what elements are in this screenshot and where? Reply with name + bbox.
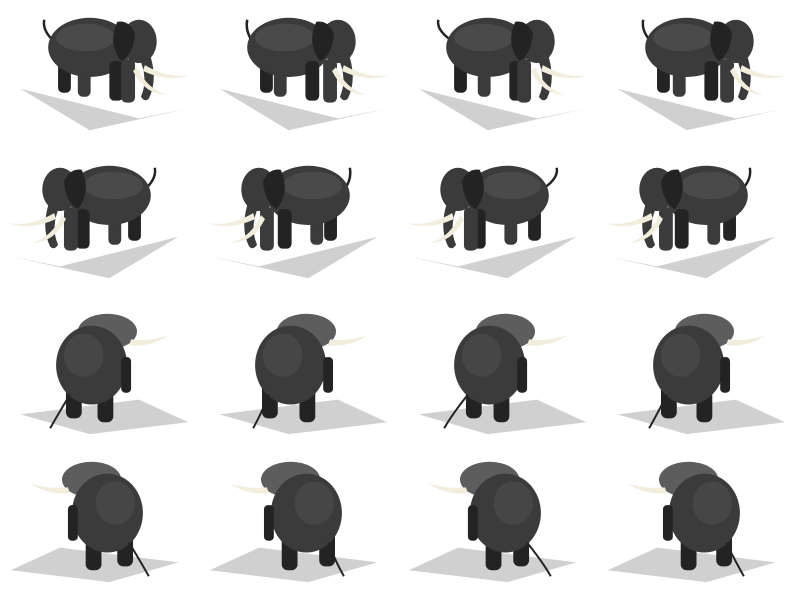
- elephant-sprite-row3-frame4: [617, 313, 786, 435]
- elephant-sprite-row4-frame3: [408, 461, 577, 583]
- elephant-sprite-row2-frame4: [605, 165, 776, 279]
- elephant-sprite-row4-frame4: [607, 461, 776, 583]
- elephant-sprite-row1-frame1: [20, 17, 191, 131]
- elephant-sprite-row2-frame2: [207, 165, 378, 279]
- elephant-sprite-row1-frame3: [418, 17, 589, 131]
- elephant-sprite-row1-frame4: [617, 17, 788, 131]
- elephant-sprite-row2-frame3: [406, 165, 577, 279]
- elephant-sprite-row2-frame1: [8, 165, 179, 279]
- elephant-sprite-row4-frame2: [209, 461, 378, 583]
- elephant-sprite-row3-frame2: [219, 313, 388, 435]
- elephant-sprite-row1-frame2: [219, 17, 390, 131]
- elephant-sprite-row4-frame1: [10, 461, 179, 583]
- elephant-sprite-row3-frame3: [418, 313, 587, 435]
- elephant-sprite-row3-frame1: [20, 313, 189, 435]
